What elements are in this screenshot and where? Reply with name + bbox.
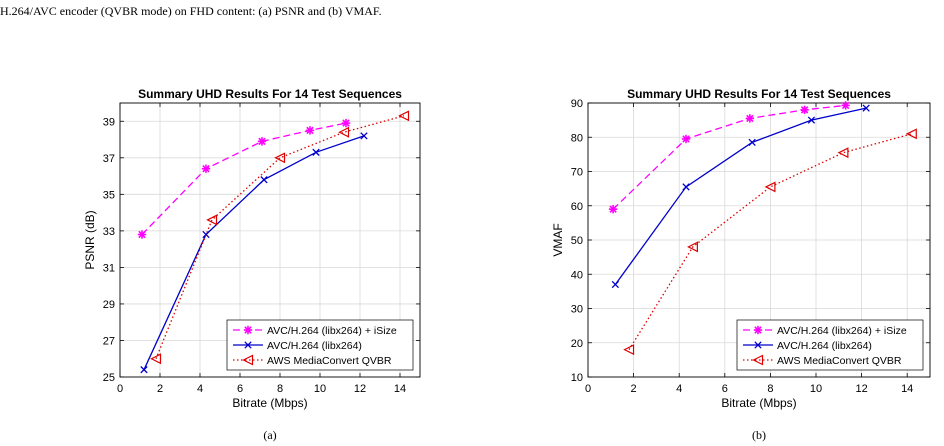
x-tick-label: 14 <box>394 383 406 395</box>
marker-x <box>312 148 320 156</box>
y-tick-label: 80 <box>571 132 583 144</box>
y-tick-label: 50 <box>571 235 583 247</box>
y-tick-label: 37 <box>103 153 115 165</box>
legend-label: AVC/H.264 (libx264) + iSize <box>267 325 397 337</box>
legend-label: AWS MediaConvert QVBR <box>267 355 392 367</box>
legend-label: AVC/H.264 (libx264) + iSize <box>777 325 907 337</box>
series-2 <box>150 110 410 365</box>
legend-label: AVC/H.264 (libx264) <box>267 340 362 352</box>
marker-triangle <box>905 128 917 140</box>
x-tick-label: 8 <box>767 383 773 395</box>
chart-title: Summary UHD Results For 14 Test Sequence… <box>627 87 891 101</box>
x-tick-label: 8 <box>277 383 283 395</box>
y-axis-label: VMAF <box>551 223 565 256</box>
x-tick-label: 2 <box>157 383 163 395</box>
x-tick-label: 12 <box>354 383 366 395</box>
x-axis-label: Bitrate (Mbps) <box>721 396 796 410</box>
subcaption: (a) <box>263 428 276 442</box>
marker-star <box>841 101 850 110</box>
marker-star <box>244 326 252 334</box>
legend-label: AVC/H.264 (libx264) <box>777 340 872 352</box>
y-tick-label: 10 <box>571 372 583 384</box>
series-2 <box>623 128 917 356</box>
marker-triangle <box>623 344 635 356</box>
x-tick-label: 0 <box>585 383 591 395</box>
marker-star <box>682 135 690 143</box>
legend: AVC/H.264 (libx264) + iSize AVC/H.264 (li… <box>226 319 414 371</box>
marker-x <box>682 183 690 191</box>
chart-vmaf: 0 2 4 6 8 10 12 14 10 20 30 40 50 60 70 80 90 Summary UHD… <box>551 87 931 442</box>
y-tick-label: 39 <box>103 116 115 128</box>
x-tick-label: 12 <box>855 383 867 395</box>
marker-star <box>306 126 314 135</box>
y-tick-label: 70 <box>571 167 583 179</box>
series-1 <box>611 104 870 289</box>
x-tick-label: 6 <box>722 383 728 395</box>
y-tick-label: 40 <box>571 269 583 281</box>
marker-triangle <box>206 214 218 226</box>
marker-star <box>609 205 617 213</box>
marker-triangle <box>338 126 350 138</box>
y-tick-label: 30 <box>571 304 583 316</box>
series-0 <box>137 118 351 239</box>
series-line <box>628 133 912 350</box>
marker-x <box>360 132 368 140</box>
marker-triangle <box>274 152 286 164</box>
marker-x <box>611 280 620 289</box>
series-1 <box>140 132 368 374</box>
marker-triangle <box>752 354 764 366</box>
chart-psnr: 0 2 4 6 8 10 12 14 25 27 29 31 33 35 37 39 Summary UHD R… <box>83 87 421 442</box>
y-tick-label: 33 <box>103 226 115 238</box>
marker-triangle <box>242 354 254 366</box>
series-0 <box>608 101 850 214</box>
y-tick-label: 35 <box>103 189 115 201</box>
marker-x <box>862 104 870 112</box>
y-tick-label: 29 <box>103 299 115 311</box>
y-tick-label: 25 <box>103 372 115 384</box>
y-tick-label: 31 <box>103 262 115 274</box>
marker-triangle <box>764 181 776 193</box>
x-tick-label: 10 <box>810 383 822 395</box>
marker-star <box>258 137 266 146</box>
legend: AVC/H.264 (libx264) + iSize AVC/H.264 (li… <box>736 319 924 371</box>
x-axis-label: Bitrate (Mbps) <box>232 396 307 410</box>
x-tick-label: 6 <box>237 383 243 395</box>
marker-star <box>202 165 210 173</box>
marker-x <box>202 230 210 239</box>
y-tick-label: 90 <box>571 98 583 110</box>
legend-label: AWS MediaConvert QVBR <box>777 355 902 367</box>
marker-star <box>138 230 146 239</box>
axes-box <box>587 102 931 378</box>
subcaption: (b) <box>752 428 766 442</box>
marker-x <box>140 366 148 374</box>
x-tick-label: 10 <box>314 383 326 395</box>
x-tick-label: 0 <box>117 383 123 395</box>
marker-triangle <box>398 110 410 122</box>
axes-box <box>119 102 421 378</box>
x-tick-label: 4 <box>197 383 203 395</box>
marker-star <box>342 119 350 127</box>
chart-title: Summary UHD Results For 14 Test Sequence… <box>138 87 402 101</box>
marker-star <box>754 326 762 334</box>
marker-x <box>754 341 762 349</box>
marker-x <box>260 176 268 184</box>
y-tick-label: 27 <box>103 335 115 347</box>
x-tick-label: 14 <box>901 383 913 395</box>
marker-x <box>748 138 756 147</box>
y-tick-label: 60 <box>571 201 583 213</box>
marker-star <box>746 114 754 123</box>
marker-x <box>807 116 816 124</box>
marker-star <box>800 106 809 114</box>
figure-caption: H.264/AVC encoder (QVBR mode) on FHD con… <box>0 4 382 18</box>
x-tick-label: 4 <box>676 383 682 395</box>
y-axis-label: PSNR (dB) <box>83 210 97 269</box>
y-tick-label: 20 <box>571 338 583 350</box>
marker-x <box>244 341 252 349</box>
marker-triangle <box>687 241 698 253</box>
marker-triangle <box>837 147 849 159</box>
marker-triangle <box>150 353 162 365</box>
x-tick-label: 2 <box>631 383 637 395</box>
